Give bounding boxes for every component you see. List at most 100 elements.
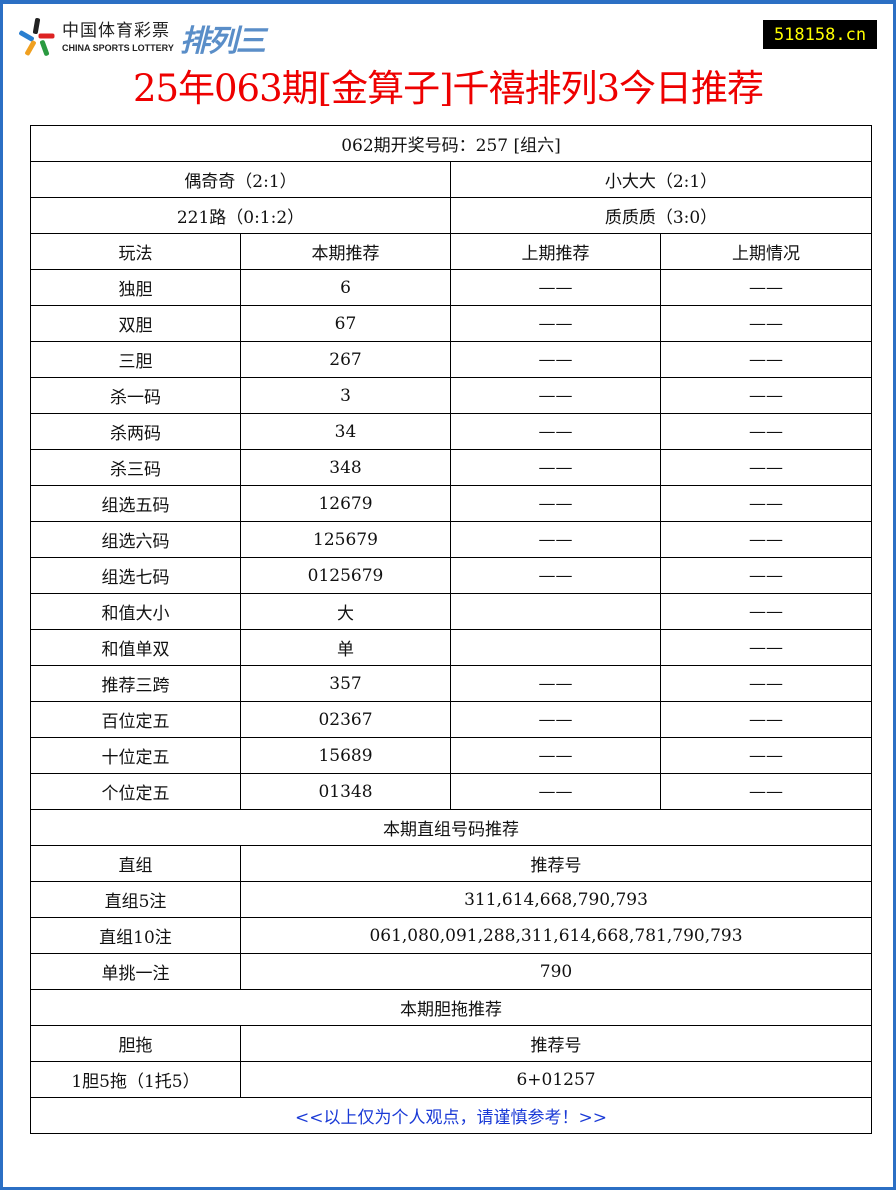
table-cell: 个位定五: [30, 773, 241, 810]
table-row: 胆拖 推荐号: [30, 1025, 873, 1062]
table-cell: 双胆: [30, 305, 241, 342]
table-cell: 67: [240, 305, 451, 342]
table-row: 独胆 6 —— ——: [30, 269, 873, 306]
table-cell: 百位定五: [30, 701, 241, 738]
table-row: 十位定五 15689 —— ——: [30, 737, 873, 774]
table-cell: 单: [240, 629, 451, 666]
table-cell: ——: [659, 485, 873, 522]
page-title: 25年063期[金算子]千禧排列3今日推荐: [132, 67, 764, 110]
table-row: 百位定五 02367 —— ——: [30, 701, 873, 738]
table-cell: 杀一码: [30, 377, 241, 414]
col-header: 上期推荐: [450, 233, 661, 270]
table-row: 组选五码 12679 —— ——: [30, 485, 873, 522]
logo-game: 排列三: [179, 24, 266, 59]
site-badge: 518158.cn: [763, 20, 877, 49]
table-cell: ——: [659, 629, 873, 666]
col-header: 玩法: [30, 233, 241, 270]
table-cell: 组选七码: [30, 557, 241, 594]
table-cell: ——: [659, 521, 873, 558]
table-cell: ——: [450, 665, 661, 702]
table-cell: ——: [659, 665, 873, 702]
table-cell: 357: [240, 665, 451, 702]
table-cell: ——: [450, 341, 661, 378]
table-cell: 125679: [240, 521, 451, 558]
table-cell: ——: [450, 521, 661, 558]
logo-cn: 中国体育彩票: [62, 21, 170, 41]
table-cell: 独胆: [30, 269, 241, 306]
table-cell: ——: [659, 773, 873, 810]
logo-en: CHINA SPORTS LOTTERY: [62, 43, 174, 53]
table-cell: [450, 593, 661, 630]
table-cell: 1胆5拖（1托5）: [30, 1061, 241, 1098]
table-row: 杀两码 34 —— ——: [30, 413, 873, 450]
table-cell: 单挑一注: [30, 953, 241, 990]
table-cell: ——: [450, 701, 661, 738]
table-cell: 6: [240, 269, 451, 306]
table-cell: 3: [240, 377, 451, 414]
table-cell: 杀三码: [30, 449, 241, 486]
table-cell: ——: [450, 773, 661, 810]
draw-result: 062期开奖号码：257 [组六]: [29, 125, 873, 162]
table-cell: 348: [240, 449, 451, 486]
table-row: 个位定五 01348 —— ——: [30, 773, 873, 810]
table-cell: 大: [240, 593, 451, 630]
col-header: 胆拖: [30, 1025, 241, 1062]
table-row: 和值单双单 ——: [30, 629, 873, 666]
table-cell: ——: [659, 341, 873, 378]
road-ratio: 221路（0:1:2）: [30, 197, 451, 234]
section-title: 本期胆拖推荐: [29, 989, 873, 1026]
table-cell: 267: [240, 341, 451, 378]
logo-mark-icon: [18, 17, 56, 58]
table-cell: 杀两码: [30, 413, 241, 450]
table-row: 双胆 67 —— ——: [30, 305, 873, 342]
table-cell: 02367: [240, 701, 451, 738]
table-cell: ——: [659, 413, 873, 450]
prime-ratio: 质质质（3:0）: [449, 197, 873, 234]
table-cell: ——: [659, 701, 873, 738]
table-cell: ——: [450, 737, 661, 774]
table-cell: ——: [450, 413, 661, 450]
table-cell: 三胆: [30, 341, 241, 378]
table-cell: ——: [450, 269, 661, 306]
size-ratio: 小大大（2:1）: [449, 161, 873, 198]
col-header: 推荐号: [239, 1025, 873, 1062]
odd-even: 偶奇奇（2:1）: [30, 161, 451, 198]
col-header: 推荐号: [239, 845, 873, 882]
table-row: 组选六码 125679 —— ——: [30, 521, 873, 558]
table-cell: ——: [659, 377, 873, 414]
table-cell: ——: [450, 485, 661, 522]
table-row: 杀一码 3 —— ——: [30, 377, 873, 414]
table-cell: 和值单双: [30, 629, 241, 666]
table-row: 1胆5拖（1托5） 6+01257: [30, 1061, 873, 1098]
col-header: 直组: [30, 845, 241, 882]
table-cell: 15689: [240, 737, 451, 774]
table-row: 本期胆拖推荐: [29, 989, 873, 1026]
table-cell: 34: [240, 413, 451, 450]
table-row: 直组 推荐号: [30, 845, 873, 882]
table-cell: ——: [450, 557, 661, 594]
table-row: 推荐三跨 357 —— ——: [30, 665, 873, 702]
table-cell: [450, 629, 661, 666]
table-cell: 直组5注: [30, 881, 241, 918]
table-cell: ——: [450, 305, 661, 342]
footer-note: <<以上仅为个人观点，请谨慎参考！>>: [29, 1097, 873, 1134]
table-cell: 790: [239, 953, 873, 990]
table-row: <<以上仅为个人观点，请谨慎参考！>>: [29, 1097, 873, 1134]
table-cell: ——: [659, 557, 873, 594]
recommend-table: 062期开奖号码：257 [组六] 偶奇奇（2:1） 小大大（2:1） 221路（…: [29, 125, 873, 1134]
table-cell: ——: [450, 377, 661, 414]
table-cell: 311,614,668,790,793: [239, 881, 873, 918]
table-cell: 直组10注: [30, 917, 241, 954]
table-cell: 01348: [240, 773, 451, 810]
table-row: 直组10注 061,080,091,288,311,614,668,781,790…: [30, 917, 873, 954]
table-cell: ——: [659, 593, 873, 630]
table-cell: ——: [659, 737, 873, 774]
col-header: 本期推荐: [240, 233, 451, 270]
table-row: 和值大小大 ——: [30, 593, 873, 630]
table-cell: 十位定五: [30, 737, 241, 774]
table-cell: 推荐三跨: [30, 665, 241, 702]
table-cell: ——: [659, 269, 873, 306]
table-cell: 组选五码: [30, 485, 241, 522]
table-cell: 061,080,091,288,311,614,668,781,790,793: [239, 917, 873, 954]
table-cell: 和值大小: [30, 593, 241, 630]
